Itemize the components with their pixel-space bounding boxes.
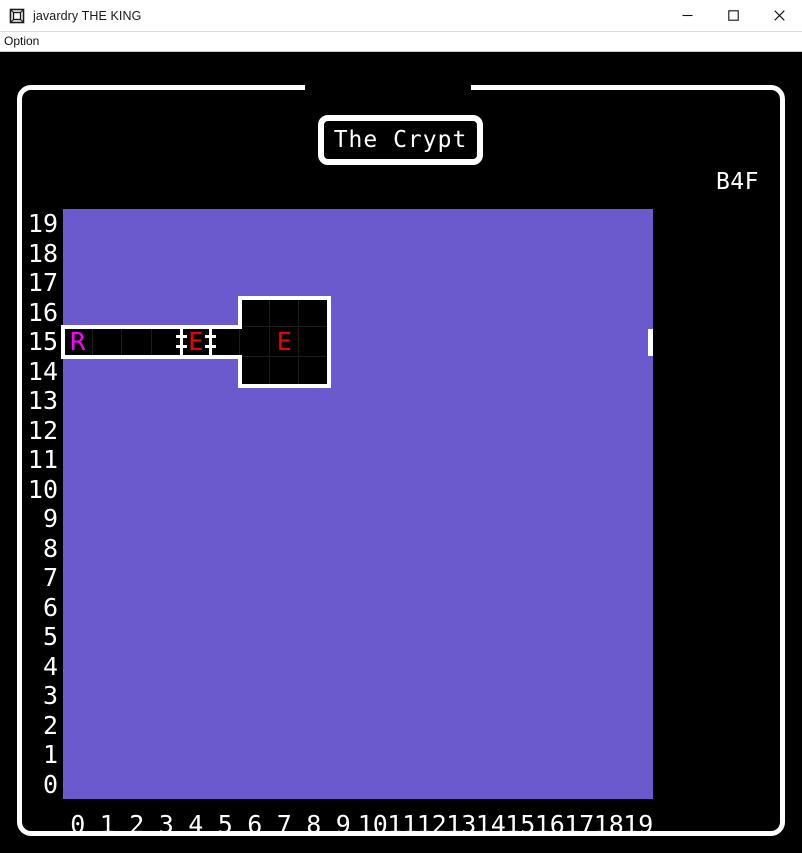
x-axis-label: 9 xyxy=(335,809,351,839)
wall-north xyxy=(61,325,95,329)
y-axis-label: 13 xyxy=(27,386,58,416)
wall-south xyxy=(238,384,272,388)
y-axis-label: 10 xyxy=(27,474,58,504)
wall-south xyxy=(179,354,213,359)
window-title: javardry THE KING xyxy=(33,8,142,23)
x-axis-label: 17 xyxy=(564,809,595,839)
x-axis-label: 15 xyxy=(505,809,536,839)
maximize-button[interactable] xyxy=(710,0,756,31)
wall-north xyxy=(267,295,301,300)
wall-south xyxy=(208,354,242,359)
y-axis-label: 11 xyxy=(27,445,58,475)
y-axis-label: 19 xyxy=(27,209,58,239)
wall-east xyxy=(326,295,331,329)
wall-south xyxy=(149,354,183,359)
door-marker xyxy=(204,327,216,357)
door-marker xyxy=(176,327,187,357)
x-axis-label: 4 xyxy=(188,809,204,839)
window-controls xyxy=(664,0,802,31)
x-axis-label: 14 xyxy=(475,809,506,839)
map-edge-tick xyxy=(648,329,653,356)
map-cell xyxy=(269,297,299,327)
x-axis-label: 16 xyxy=(534,809,565,839)
unexplored-area xyxy=(63,209,653,799)
x-axis-label: 2 xyxy=(129,809,145,839)
y-axis: 19 18 17 16 15 14 13 12 11 10 9 8 7 6 5 4 3 2 1 0 xyxy=(26,209,58,799)
x-axis: 0 1 2 3 4 5 6 7 8 9 10 11 12 13 14 15 16 17 18 19 xyxy=(63,807,653,841)
wall-south xyxy=(297,384,331,388)
x-axis-label: 19 xyxy=(623,809,654,839)
map-cell xyxy=(240,327,270,357)
y-axis-label: 5 xyxy=(42,622,58,652)
menu-item-option[interactable]: Option xyxy=(4,34,40,48)
wall-east xyxy=(326,354,331,388)
party-marker: R xyxy=(70,327,86,357)
map-title: The Crypt xyxy=(333,127,468,153)
y-axis-label: 2 xyxy=(42,710,58,740)
y-axis-label: 0 xyxy=(42,769,58,799)
wall-west xyxy=(61,325,65,359)
wall-north xyxy=(149,325,183,329)
y-axis-label: 3 xyxy=(42,681,58,711)
app-icon xyxy=(9,8,25,24)
y-axis-label: 12 xyxy=(27,415,58,445)
event-marker-room: E xyxy=(276,327,292,357)
wall-east xyxy=(326,325,331,359)
y-axis-label: 14 xyxy=(27,356,58,386)
x-axis-label: 8 xyxy=(306,809,322,839)
y-axis-label: 15 xyxy=(27,327,58,357)
y-axis-label: 9 xyxy=(42,504,58,534)
map-cell xyxy=(92,327,122,357)
x-axis-label: 6 xyxy=(247,809,263,839)
y-axis-label: 6 xyxy=(42,592,58,622)
x-axis-label: 7 xyxy=(276,809,292,839)
x-axis-label: 12 xyxy=(416,809,447,839)
wall-south xyxy=(120,354,154,359)
wall-north xyxy=(120,325,154,329)
wall-north xyxy=(90,325,124,329)
y-axis-label: 17 xyxy=(27,268,58,298)
y-axis-label: 16 xyxy=(27,297,58,327)
map-cell xyxy=(269,327,299,357)
wall-west xyxy=(238,354,242,388)
menu-bar: Option xyxy=(0,32,802,52)
close-button[interactable] xyxy=(756,0,802,31)
frame-title-gap xyxy=(305,78,471,96)
game-canvas: The Crypt B4F 19 18 17 16 15 14 13 12 11 10 9 8 7 6 5 4… xyxy=(0,52,802,853)
y-axis-label: 8 xyxy=(42,533,58,563)
y-axis-label: 4 xyxy=(42,651,58,681)
y-axis-label: 18 xyxy=(27,238,58,268)
x-axis-label: 13 xyxy=(446,809,477,839)
x-axis-label: 1 xyxy=(99,809,115,839)
wall-north xyxy=(297,295,331,300)
title-bar: javardry THE KING xyxy=(0,0,802,32)
x-axis-label: 18 xyxy=(593,809,624,839)
floor-label: B4F xyxy=(715,169,759,195)
wall-south xyxy=(61,354,95,359)
wall-south xyxy=(90,354,124,359)
map-cell xyxy=(240,297,270,327)
wall-north xyxy=(208,325,242,329)
x-axis-label: 3 xyxy=(158,809,174,839)
wall-south xyxy=(267,384,301,388)
map-cell xyxy=(63,327,93,357)
y-axis-label: 1 xyxy=(42,740,58,770)
map-title-plate: The Crypt xyxy=(318,115,483,165)
event-marker-corridor: E xyxy=(188,327,204,357)
wall-west xyxy=(238,295,242,329)
wall-north xyxy=(238,295,272,300)
x-axis-label: 5 xyxy=(217,809,233,839)
x-axis-label: 10 xyxy=(357,809,388,839)
y-axis-label: 7 xyxy=(42,563,58,593)
x-axis-label: 11 xyxy=(387,809,418,839)
minimize-button[interactable] xyxy=(664,0,710,31)
wall-north xyxy=(179,325,213,329)
x-axis-label: 0 xyxy=(70,809,86,839)
